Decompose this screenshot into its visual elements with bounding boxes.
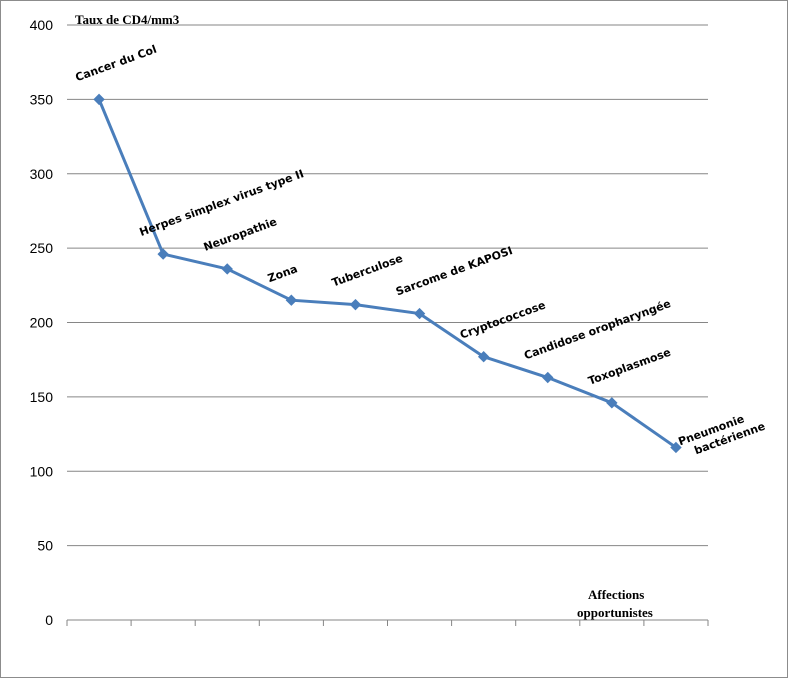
data-point-label-line: Cancer du Col (74, 43, 159, 84)
series-path (97, 98, 677, 449)
series-line (97, 98, 677, 449)
data-point-marker (93, 93, 105, 106)
data-point-label: Sarcome de KAPOSI (394, 244, 514, 298)
y-axis-ticks: 0 50 100 150 200 250 300 350 400 (30, 17, 54, 628)
data-point-label: Herpes simplex virus type II (138, 167, 306, 239)
y-tick-label: 300 (30, 166, 54, 182)
y-tick-label: 250 (30, 240, 54, 256)
data-point-marker (670, 441, 682, 454)
y-tick-label: 200 (30, 315, 54, 331)
data-point-label-line: Herpes simplex virus type II (138, 167, 306, 239)
data-point-marker (477, 351, 490, 363)
data-point-label-line: Cryptococcose (458, 299, 547, 342)
series-markers (93, 93, 682, 454)
data-point-label: Pneumoniebactérienne (677, 407, 767, 462)
gridlines (67, 24, 708, 547)
y-tick-label: 100 (30, 463, 54, 479)
data-point-marker (413, 307, 426, 320)
y-tick-label: 400 (30, 17, 54, 33)
data-point-label: Zona (266, 262, 299, 285)
data-point-label-line: Toxoplasmose (586, 346, 672, 388)
y-tick-label: 350 (30, 91, 54, 107)
data-point-marker (606, 397, 618, 409)
x-axis-title-line-1: Affections (588, 587, 644, 602)
y-tick-label: 50 (37, 538, 53, 554)
data-point-marker (285, 294, 298, 306)
data-point-label: Tuberculose (330, 252, 405, 290)
x-axis-ticks (66, 620, 709, 626)
data-point-label-line: Sarcome de KAPOSI (394, 244, 514, 298)
data-point-marker (349, 298, 362, 311)
data-point-label-line: Zona (266, 262, 299, 285)
data-point-label-line: Tuberculose (330, 252, 405, 290)
y-tick-label: 0 (45, 612, 53, 628)
data-point-marker (157, 248, 169, 260)
data-point-label: Cryptococcose (458, 299, 547, 342)
y-tick-label: 150 (30, 389, 54, 405)
y-axis-title: Taux de CD4/mm3 (75, 12, 180, 27)
data-point-marker (542, 371, 554, 384)
data-point-label: Toxoplasmose (586, 346, 672, 388)
point-labels: Cancer du Col Herpes simplex virus type I… (74, 43, 767, 462)
data-point-marker (221, 263, 233, 275)
x-axis-title: Affections opportunistes (577, 587, 653, 620)
x-axis-title-line-2: opportunistes (577, 605, 653, 620)
data-point-label: Cancer du Col (74, 43, 159, 84)
